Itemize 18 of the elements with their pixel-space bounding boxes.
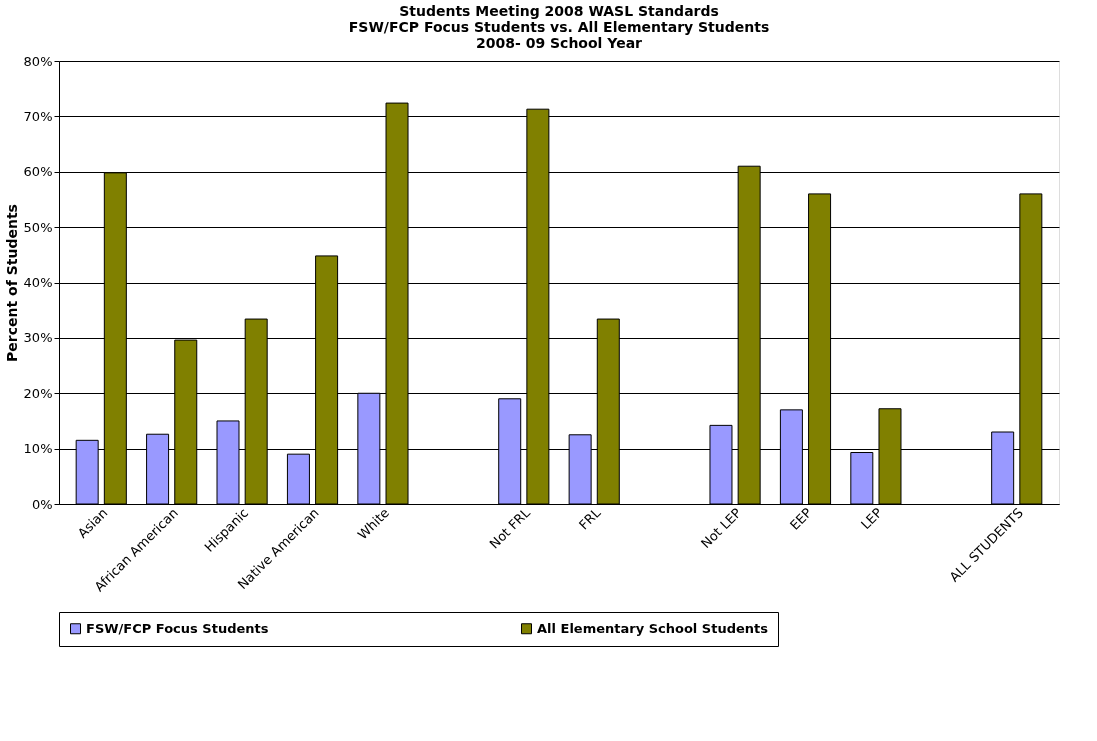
x-tick-label: Not LEP [698,504,745,552]
x-tick-label: Not FRL [486,504,534,552]
y-tick-label: 60% [23,164,53,180]
y-tick-label: 40% [23,275,53,290]
x-tick-label: FRL [575,504,604,533]
y-tick-label: 50% [23,219,53,235]
y-tick-label: 0% [31,496,53,512]
y-tick-label: 20% [23,385,53,401]
x-tick-label: LEP [858,504,886,533]
y-axis-title: Percent of Students [3,204,20,362]
y-tick-label: 30% [23,330,53,346]
legend-label: All Elementary School Students [537,620,769,636]
y-tick-label: 10% [23,441,53,457]
y-tick-label: 80% [23,53,53,69]
legend-label: FSW/FCP Focus Students [86,620,269,636]
x-tick-label: EEP [786,504,815,533]
y-tick-label: 70% [23,108,53,124]
chart-title: Students Meeting 2008 WASL Standards FSW/FCP Focus Students vs. All Elementary Students 2008- 09 School Year [348,3,770,51]
